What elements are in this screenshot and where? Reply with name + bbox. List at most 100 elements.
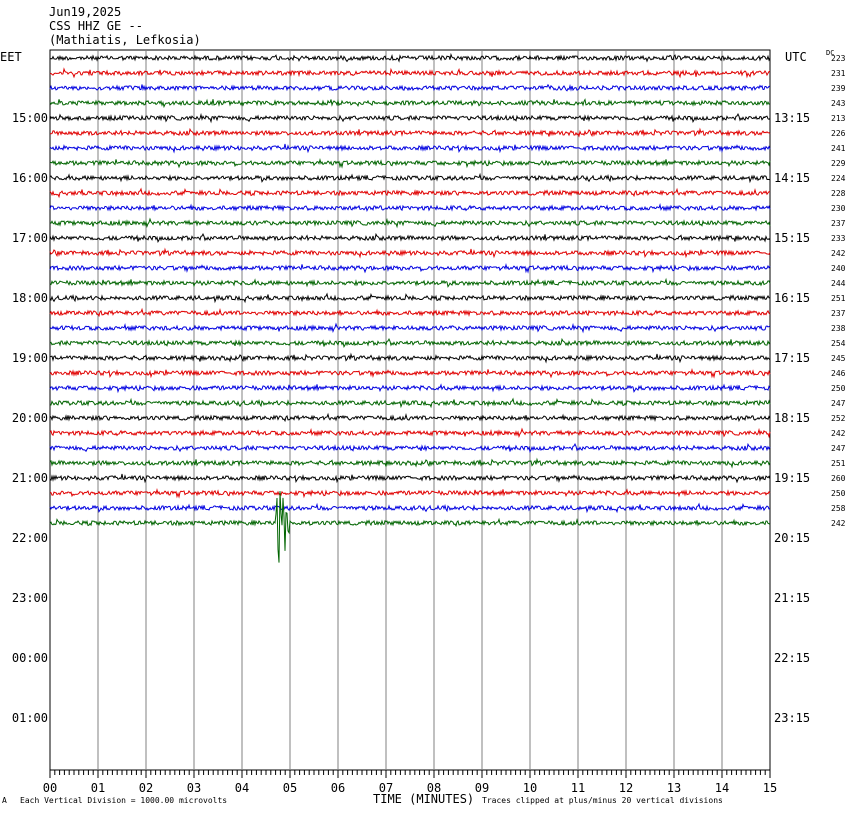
dc-offset-label: 239 — [831, 84, 846, 93]
footer-clip-note: Traces clipped at plus/minus 20 vertical… — [482, 796, 723, 805]
right-timezone-label: UTC — [785, 50, 807, 64]
trace-line — [49, 457, 771, 469]
dc-offset-label: 226 — [831, 129, 846, 138]
trace-line — [49, 412, 771, 423]
left-hour-label: 21:00 — [12, 471, 48, 485]
dc-offset-label: 254 — [831, 339, 846, 348]
trace-line — [50, 127, 771, 138]
x-tick-label: 15 — [763, 781, 777, 795]
trace-line — [49, 368, 771, 379]
dc-offset-label: 233 — [831, 234, 846, 243]
trace-line — [49, 172, 771, 184]
trace-line — [49, 67, 771, 79]
dc-offset-label: 251 — [831, 459, 846, 468]
dc-offset-label: 241 — [831, 144, 846, 153]
chart-labels: 00 01 02 03 04 05 06 07 08 09 10 11 12 13 14 15 15:00 16:… — [12, 54, 846, 795]
trace-line — [49, 232, 771, 244]
trace-line — [49, 98, 771, 109]
dc-offset-label: 242 — [831, 519, 846, 528]
trace-line — [49, 158, 771, 169]
trace-line — [49, 337, 771, 349]
x-tick-label: 13 — [667, 781, 681, 795]
left-hour-label: 19:00 — [12, 351, 48, 365]
footer-left-mark: A — [2, 796, 7, 805]
dc-offset-label: 229 — [831, 159, 846, 168]
x-axis-title: TIME (MINUTES) — [373, 792, 475, 806]
dc-offset-label: 250 — [831, 489, 846, 498]
x-axis-ticks — [49, 770, 771, 778]
dc-offset-label: 213 — [831, 114, 846, 123]
trace-line — [49, 491, 771, 563]
trace-line — [50, 397, 771, 409]
left-hour-label: 22:00 — [12, 531, 48, 545]
trace-line — [49, 83, 771, 92]
dc-offset-label: 238 — [831, 324, 846, 333]
dc-offset-label: 246 — [831, 369, 846, 378]
left-hour-label: 20:00 — [12, 411, 48, 425]
trace-line — [49, 52, 771, 63]
header-station: CSS HHZ GE -- — [49, 19, 143, 33]
header-date: Jun19,2025 — [49, 5, 122, 19]
right-hour-label: 16:15 — [774, 291, 810, 305]
right-hour-label: 23:15 — [774, 711, 810, 725]
dc-offset-label: 245 — [831, 354, 846, 363]
left-hour-label: 23:00 — [12, 591, 48, 605]
trace-line — [49, 112, 771, 124]
dc-offset-label: 228 — [831, 189, 846, 198]
trace-line — [49, 187, 771, 199]
x-tick-label: 14 — [715, 781, 729, 795]
dc-offset-label: 224 — [831, 174, 846, 183]
trace-line — [49, 352, 771, 364]
trace-line — [49, 473, 771, 484]
right-hour-label: 15:15 — [774, 231, 810, 245]
header-location: (Mathiatis, Lefkosia) — [49, 33, 201, 47]
left-hour-label: 18:00 — [12, 291, 48, 305]
dc-offset-label: 247 — [831, 444, 846, 453]
right-hour-label: 21:15 — [774, 591, 810, 605]
right-hour-label: 18:15 — [774, 411, 810, 425]
left-hour-label: 01:00 — [12, 711, 48, 725]
trace-line — [49, 307, 771, 318]
left-hour-label: 16:00 — [12, 171, 48, 185]
trace-line — [49, 322, 771, 334]
x-tick-label: 08 — [427, 781, 441, 795]
dc-offset-label: 237 — [831, 219, 846, 228]
x-tick-label: 02 — [139, 781, 153, 795]
x-tick-label: 11 — [571, 781, 585, 795]
left-hour-label: 15:00 — [12, 111, 48, 125]
x-tick-label: 03 — [187, 781, 201, 795]
trace-line — [49, 217, 771, 229]
x-tick-label: 05 — [283, 781, 297, 795]
x-tick-label: 07 — [379, 781, 393, 795]
dc-offset-label: 252 — [831, 414, 846, 423]
x-tick-label: 12 — [619, 781, 633, 795]
dc-offset-label: 251 — [831, 294, 846, 303]
trace-line — [49, 247, 771, 259]
trace-line — [49, 383, 771, 394]
right-hour-label: 14:15 — [774, 171, 810, 185]
trace-line — [49, 143, 771, 154]
trace-line — [49, 263, 771, 274]
trace-line — [49, 292, 771, 304]
dc-offset-label: 223 — [831, 54, 846, 63]
trace-line — [49, 502, 771, 514]
trace-line — [49, 427, 771, 439]
left-hour-label: 17:00 — [12, 231, 48, 245]
dc-offset-label: 237 — [831, 309, 846, 318]
x-tick-label: 09 — [475, 781, 489, 795]
dc-offset-label: 242 — [831, 249, 846, 258]
dc-offset-label: 243 — [831, 99, 846, 108]
right-hour-label: 17:15 — [774, 351, 810, 365]
x-tick-label: 01 — [91, 781, 105, 795]
x-tick-label: 06 — [331, 781, 345, 795]
trace-line — [49, 277, 771, 288]
seismic-traces — [49, 52, 771, 563]
chart-grid — [49, 49, 771, 771]
x-tick-label: 00 — [43, 781, 57, 795]
plot-frame — [49, 49, 771, 771]
dc-offset-label: 240 — [831, 264, 846, 273]
dc-offset-label: 247 — [831, 399, 846, 408]
dc-offset-label: 260 — [831, 474, 846, 483]
left-hour-label: 00:00 — [12, 651, 48, 665]
